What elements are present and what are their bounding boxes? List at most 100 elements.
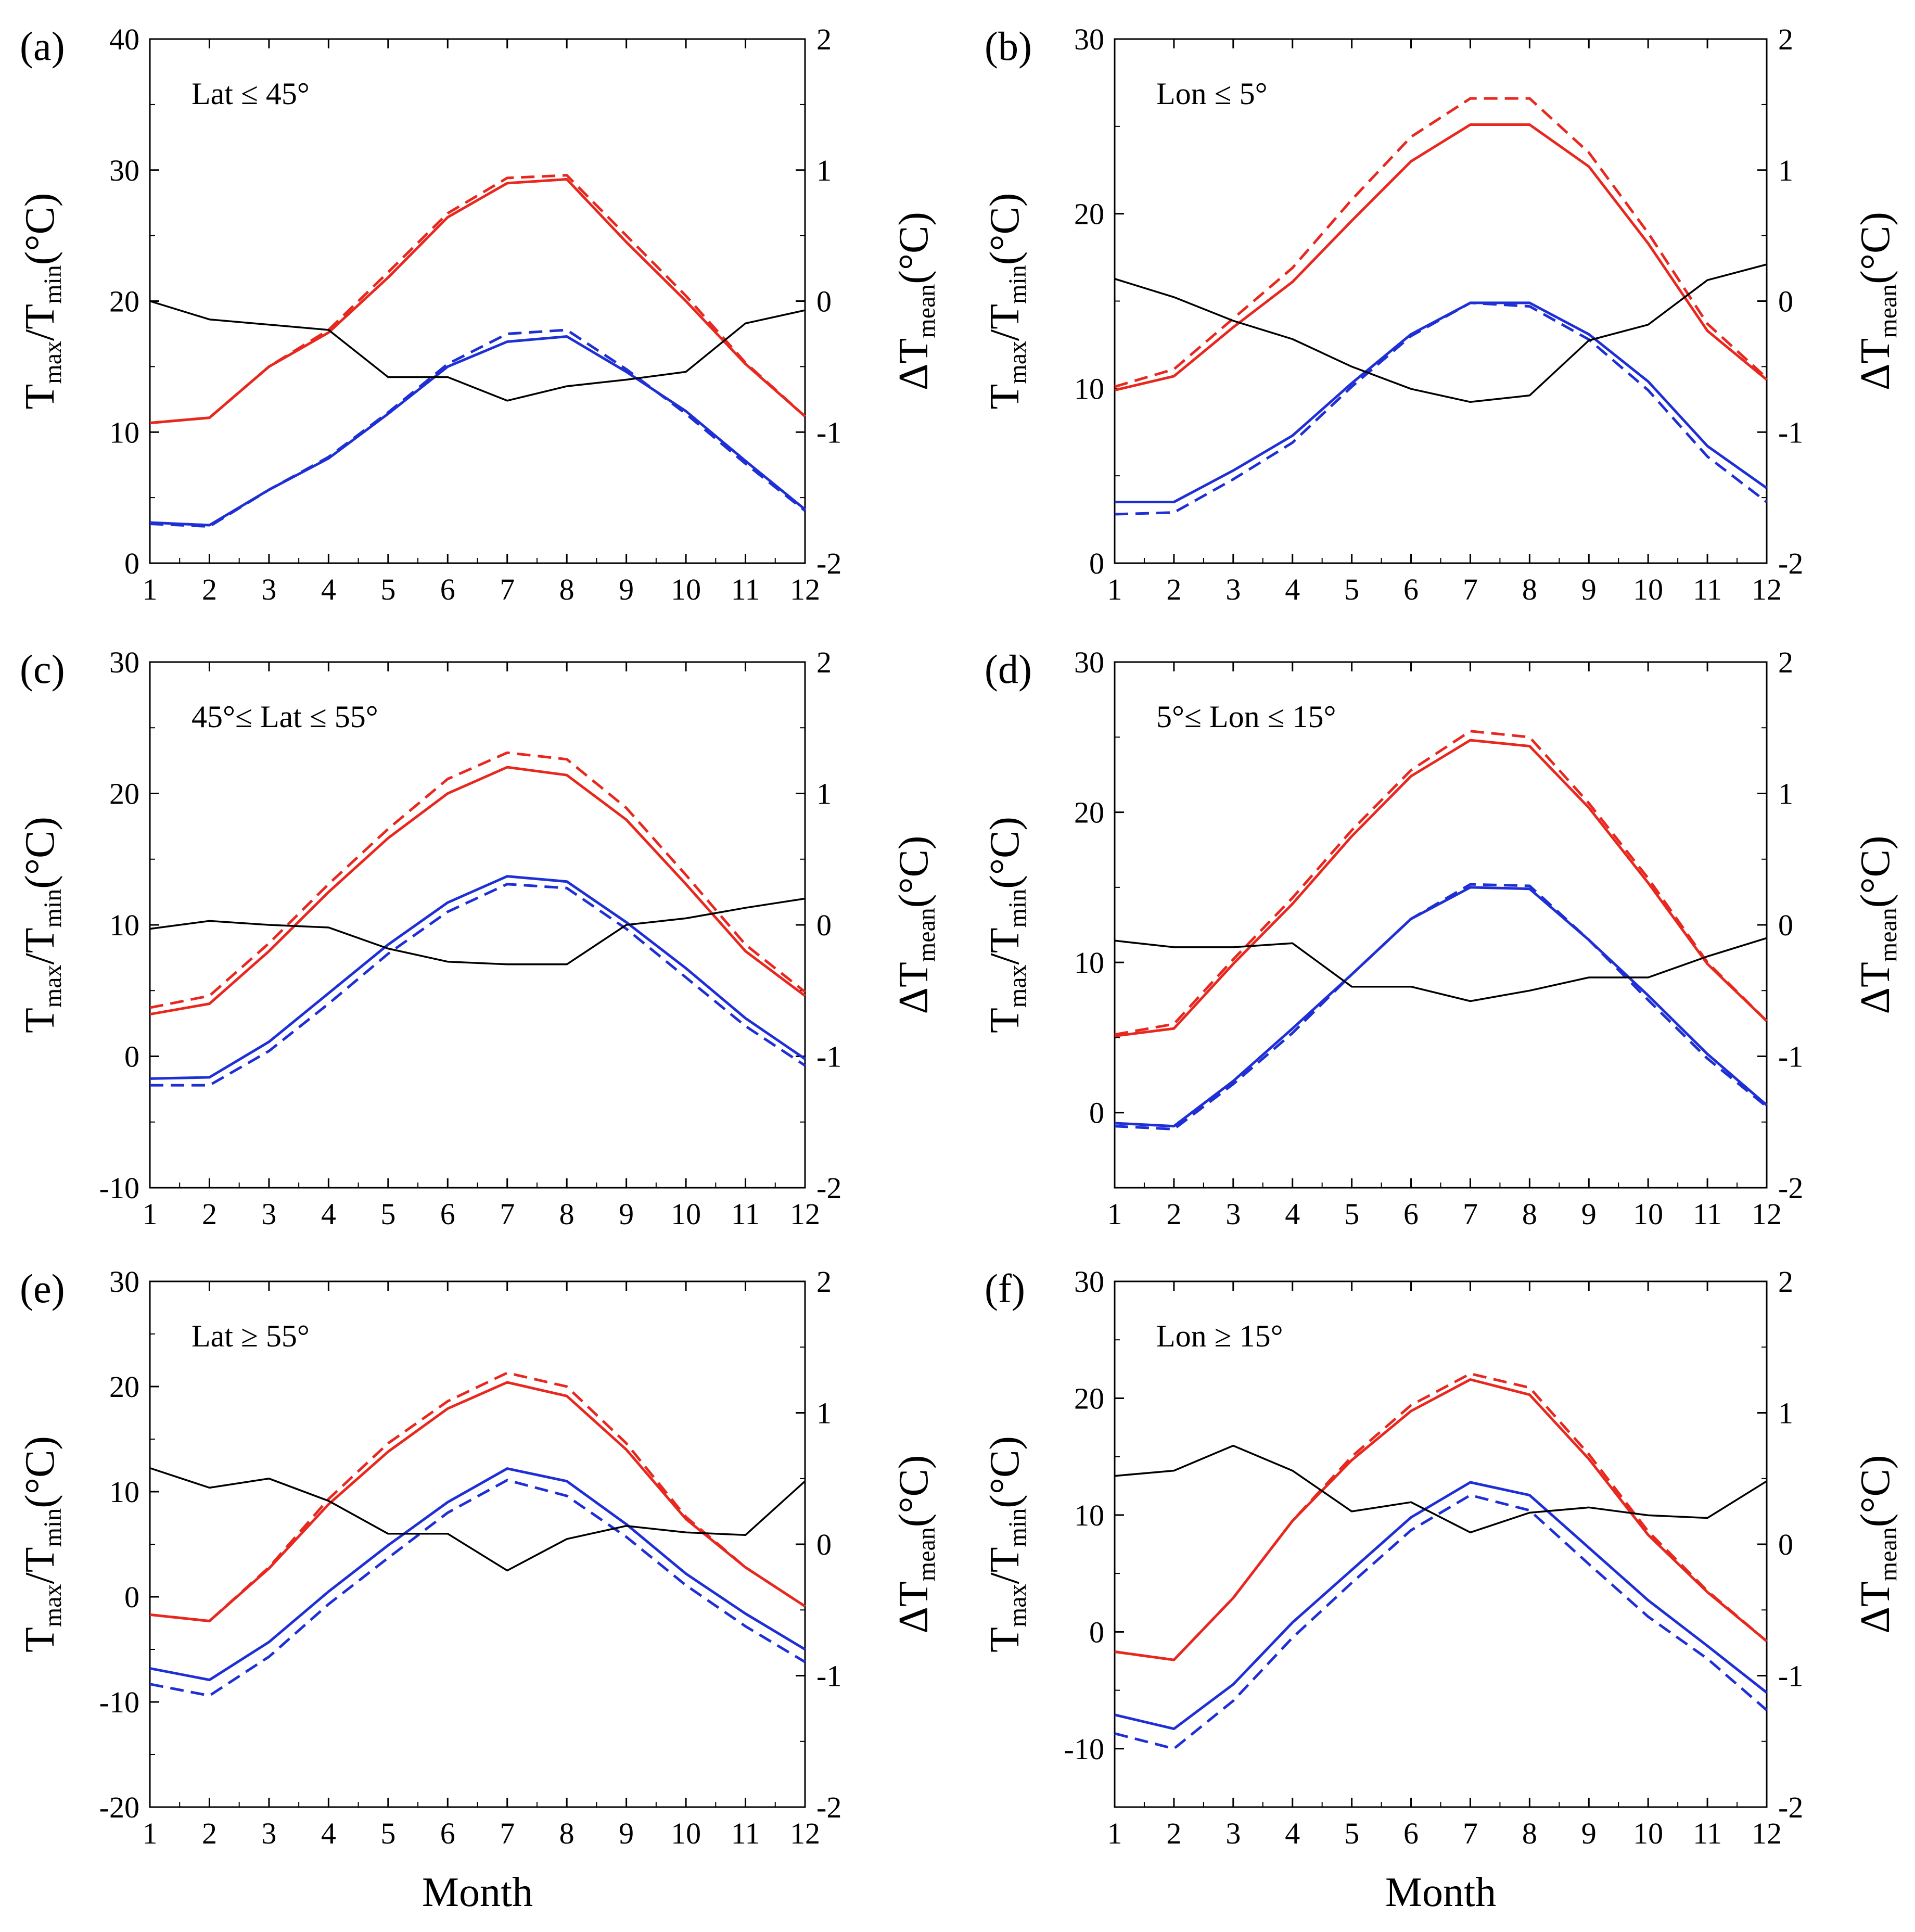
y-right-tick-label: -1 (1778, 415, 1803, 449)
plot-frame (149, 1280, 806, 1808)
x-tick-label: 4 (1285, 1816, 1300, 1850)
x-tick-label: 10 (671, 1197, 701, 1231)
y-left-tick-label: 20 (1074, 1381, 1104, 1415)
y-left-tick-label: 30 (109, 1265, 139, 1299)
y-left-tick-label: 10 (1074, 372, 1104, 405)
axis-title-part: (°C) (982, 817, 1028, 889)
y-right-tick-label: -2 (1778, 546, 1803, 580)
y-left-tick-label: 20 (109, 777, 139, 811)
axis-title-subscript: max (39, 1584, 67, 1627)
series-line-tmax-dashed (1114, 730, 1768, 1036)
axis-title-subscript: max (39, 341, 67, 384)
x-tick-label: 4 (321, 1816, 336, 1850)
x-tick-label: 6 (440, 1197, 455, 1231)
x-tick-label: 2 (202, 1197, 217, 1231)
y-left-axis-title: Tmax/Tmin(°C) (982, 817, 1031, 1033)
x-tick-label: 5 (1344, 1816, 1359, 1850)
x-tick-label: 8 (1522, 573, 1537, 606)
y-left-axis-title: Tmax/Tmin(°C) (982, 1436, 1031, 1653)
series-line-tmin-dashed (1114, 1494, 1768, 1750)
series-line-tmin-solid (149, 1467, 806, 1682)
y-left-tick-label: -10 (1064, 1732, 1104, 1766)
axis-title-subscript: min (39, 889, 67, 928)
series-line-tmin-solid (149, 335, 806, 527)
x-tick-label: 11 (1693, 1197, 1722, 1231)
x-tick-label: 3 (261, 1816, 276, 1850)
y-right-tick-label: 2 (816, 1265, 832, 1299)
x-tick-label: 10 (1633, 573, 1663, 606)
axis-title-subscript: min (1004, 889, 1031, 928)
y-left-tick-label: 30 (1074, 645, 1104, 679)
y-left-tick-label: 10 (109, 415, 139, 449)
plot-frame (1114, 1280, 1768, 1808)
panel-annotation: Lon ≥ 15° (1156, 1319, 1283, 1353)
y-right-tick-label: 1 (1778, 1396, 1793, 1430)
axis-title-part: (°C) (982, 1436, 1028, 1508)
y-left-tick-label: -20 (99, 1790, 139, 1824)
axis-title-part: ΔT (891, 1581, 937, 1633)
y-left-tick-label: 40 (109, 22, 139, 56)
x-tick-label: 10 (1633, 1816, 1663, 1850)
panel-label: (d) (985, 646, 1032, 692)
axis-title-part: T (982, 384, 1028, 410)
x-tick-label: 3 (1225, 573, 1241, 606)
y-right-tick-label: -1 (1778, 1040, 1803, 1074)
x-tick-label: 5 (1344, 1197, 1359, 1231)
axis-title-part: (°C) (982, 193, 1028, 265)
y-left-tick-label: 30 (109, 645, 139, 679)
x-tick-label: 1 (143, 1197, 158, 1231)
y-left-tick-label: 30 (109, 154, 139, 187)
y-left-tick-label: -10 (99, 1171, 139, 1205)
x-tick-label: 6 (1403, 1816, 1419, 1850)
axis-title-part: (°C) (17, 817, 63, 889)
panel-annotation: Lat ≥ 55° (191, 1319, 310, 1353)
y-left-tick-label: 10 (1074, 1498, 1104, 1532)
x-axis-title: Month (422, 1870, 533, 1915)
panel-annotation: 45°≤ Lat ≤ 55° (191, 700, 378, 734)
x-tick-label: 12 (1752, 1197, 1782, 1231)
y-right-tick-label: -2 (1778, 1790, 1803, 1824)
x-axis-title: Month (1385, 1870, 1496, 1915)
axis-title-subscript: max (1004, 964, 1031, 1008)
x-tick-label: 5 (380, 573, 395, 606)
x-tick-label: 11 (731, 1197, 760, 1231)
series-line-tmean (149, 897, 806, 965)
x-tick-label: 8 (1522, 1197, 1537, 1231)
axis-title-part: /T (982, 927, 1028, 964)
x-tick-label: 1 (1107, 573, 1122, 606)
y-right-axis-title: ΔTmean(°C) (891, 836, 940, 1014)
y-left-axis-title: Tmax/Tmin(°C) (982, 193, 1031, 410)
x-tick-label: 4 (321, 573, 336, 606)
panel-annotation: 5°≤ Lon ≤ 15° (1156, 700, 1336, 734)
plot-frame (149, 661, 806, 1189)
series-line-tmin-solid (149, 875, 806, 1080)
y-right-tick-label: 0 (816, 1528, 832, 1561)
x-tick-label: 12 (790, 1197, 820, 1231)
x-tick-label: 12 (790, 573, 820, 606)
chart-panel-c: 1 2 3 4 5 6 7 8 9 10 11 12-100102030-2-1012(c)45°≤ … (17, 645, 940, 1231)
x-tick-label: 8 (559, 1816, 574, 1850)
series-line-tmax-dashed (149, 174, 806, 425)
x-tick-label: 6 (1403, 1197, 1419, 1231)
y-left-tick-label: 0 (124, 546, 139, 580)
x-tick-label: 3 (261, 573, 276, 606)
axis-title-part: (°C) (1853, 212, 1898, 284)
axis-title-subscript: mean (913, 1527, 940, 1581)
series-line-tmin-solid (1114, 886, 1768, 1128)
x-tick-label: 9 (1581, 573, 1597, 606)
y-right-tick-label: 1 (816, 1396, 832, 1430)
x-tick-label: 6 (440, 573, 455, 606)
axis-title-part: ΔT (891, 962, 937, 1014)
y-right-tick-label: 1 (1778, 154, 1793, 187)
y-right-tick-label: 0 (1778, 285, 1793, 319)
axis-title-part: /T (17, 304, 63, 341)
x-tick-label: 8 (559, 1197, 574, 1231)
axis-title-part: T (982, 1008, 1028, 1033)
series-line-tmin-solid (1115, 301, 1768, 503)
x-tick-label: 12 (1752, 573, 1782, 606)
y-right-tick-label: 2 (1778, 645, 1793, 679)
x-tick-label: 2 (202, 573, 217, 606)
